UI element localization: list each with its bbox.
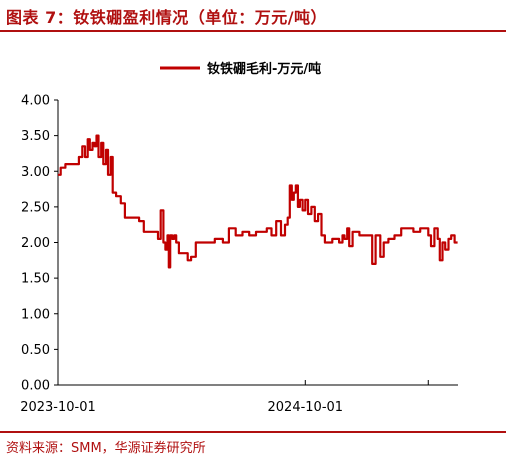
y-tick-label: 0.00: [21, 379, 50, 394]
legend: 钕铁硼毛利-万元/吨: [160, 61, 321, 77]
y-tick-label: 3.50: [21, 129, 50, 144]
x-tick-label: 2023-10-01: [20, 400, 96, 415]
series-line: [58, 134, 458, 269]
y-tick-label: 1.00: [21, 307, 50, 322]
source-rule: [0, 431, 506, 433]
x-axis: 2023-10-01 2024-10-01: [20, 380, 458, 415]
y-tick-label: 0.50: [21, 343, 50, 358]
y-tick-label: 1.50: [21, 272, 50, 287]
figure-title: 图表 7：钕铁硼盈利情况（单位：万元/吨）: [6, 8, 328, 27]
y-tick-label: 3.00: [21, 165, 50, 180]
y-tick-label: 4.00: [21, 94, 50, 109]
y-tick-label: 2.00: [21, 236, 50, 251]
source-note: 资料来源：SMM，华源证券研究所: [6, 441, 206, 456]
y-axis: 4.00 3.50 3.00 2.50 2.00 1.50 1.00 0.50 0.00: [21, 94, 59, 394]
legend-label: 钕铁硼毛利-万元/吨: [207, 61, 321, 77]
x-tick-label: 2024-10-01: [268, 400, 344, 415]
title-rule: [0, 30, 506, 32]
y-tick-label: 2.50: [21, 200, 50, 215]
